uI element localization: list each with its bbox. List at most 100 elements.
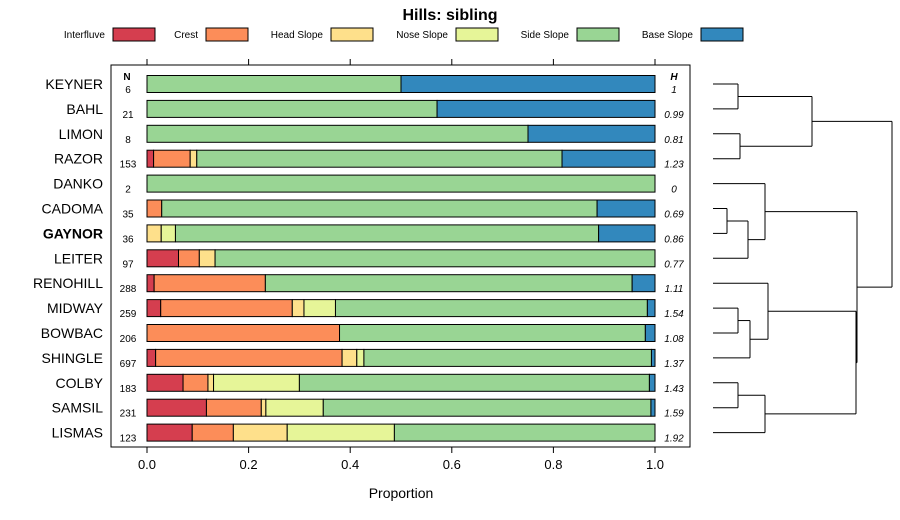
bar-segment	[161, 199, 598, 218]
row-h: 1.59	[664, 409, 684, 420]
row-n: 231	[120, 409, 137, 420]
legend-swatch	[330, 27, 374, 42]
bar-segment	[650, 348, 656, 367]
row-h: 1.37	[664, 359, 684, 370]
bar-segment	[146, 149, 155, 168]
bar-segment	[213, 373, 300, 392]
legend-swatch	[205, 27, 249, 42]
bar-segment	[286, 423, 395, 442]
row-label: KEYNER	[45, 76, 103, 92]
bar-segment	[214, 249, 656, 268]
row-h: 1.11	[665, 284, 684, 295]
bar-segment	[146, 199, 163, 218]
x-tick-label: 0.2	[240, 457, 258, 472]
bar-segment	[561, 149, 656, 168]
bar-segment	[146, 324, 341, 342]
bar-segment	[146, 398, 207, 417]
row-h: 0.69	[664, 210, 684, 221]
bar-segment	[146, 299, 162, 318]
bar-segment	[153, 149, 191, 168]
bar-segment	[631, 274, 656, 293]
row-n: 697	[120, 359, 137, 370]
bar-segment	[160, 224, 176, 243]
row-n: 35	[122, 210, 134, 221]
row-label: GAYNOR	[43, 225, 103, 241]
x-tick-label: 0.8	[544, 457, 562, 472]
bar-segment	[400, 75, 656, 93]
row-label: CADOMA	[42, 201, 104, 217]
bar-segment	[207, 373, 215, 392]
legend-label: Base Slope	[642, 30, 694, 41]
bar-segment	[644, 324, 656, 342]
legend-label: Crest	[174, 30, 198, 41]
row-label: LIMON	[59, 126, 103, 142]
bar-segment	[191, 423, 234, 442]
bar-segment	[146, 274, 155, 293]
bar-segment	[232, 423, 288, 442]
bar-segment	[650, 398, 656, 417]
bar-segment	[146, 373, 184, 392]
row-h: 0.99	[664, 110, 684, 121]
bar-segment	[291, 299, 305, 318]
row-label: SAMSIL	[52, 400, 104, 416]
bar-segment	[596, 199, 656, 218]
dendrogram	[713, 83, 893, 434]
row-n: 153	[120, 160, 137, 171]
row-h: 0.86	[664, 234, 684, 245]
bar-segment	[198, 249, 216, 268]
x-tick-label: 0.4	[341, 457, 359, 472]
row-h: 1.23	[664, 160, 684, 171]
x-axis: 0.0 0.2 0.4 0.6 0.8 1.0	[138, 59, 664, 472]
row-n: 36	[122, 234, 134, 245]
bar-segment	[146, 99, 438, 118]
bar-segment	[146, 75, 402, 93]
bar-segment	[260, 398, 267, 417]
row-label: DANKO	[53, 176, 103, 192]
row-h: 0.77	[664, 259, 684, 270]
row-n: 97	[122, 259, 134, 270]
plot-frame	[110, 64, 691, 448]
row-label: COLBY	[56, 375, 104, 391]
x-axis-label: Proportion	[369, 485, 434, 501]
row-h: 1.92	[664, 434, 684, 445]
bar-segment	[196, 149, 563, 168]
bar-segment	[334, 299, 648, 318]
row-h: 1.08	[664, 334, 684, 345]
row-n: 2	[125, 185, 131, 196]
bar-segment	[646, 299, 656, 318]
bar-segment	[393, 423, 656, 442]
bar-segment	[146, 224, 162, 243]
row-label: SHINGLE	[42, 350, 103, 366]
row-label: LISMAS	[52, 425, 103, 441]
row-label: RENOHILL	[33, 275, 103, 291]
row-n: 206	[120, 334, 137, 345]
bar-segment	[146, 348, 157, 367]
row-n: 183	[120, 384, 137, 395]
bar-segment	[264, 274, 633, 293]
x-tick-label: 1.0	[646, 457, 664, 472]
legend-label: Interfluve	[64, 30, 106, 41]
row-n: 259	[120, 309, 137, 320]
row-h: 1.54	[664, 309, 684, 320]
legend-swatch	[700, 27, 744, 42]
bar-segment	[363, 348, 652, 367]
n-column-header: N	[123, 72, 130, 83]
bar-segment	[146, 174, 656, 193]
row-h: 1	[671, 85, 677, 96]
row-h: 0	[671, 185, 677, 196]
row-n: 21	[122, 110, 134, 121]
bar-segment	[322, 398, 652, 417]
bar-segment	[648, 373, 656, 392]
bar-segment	[303, 299, 336, 318]
row-label: BOWBAC	[41, 325, 103, 341]
plot-rows: KEYNER 6 1 BAHL 21 0.99 LIMON 8 0.81 RAZOR 153 1.23…	[33, 75, 684, 445]
bar-segment	[339, 324, 646, 342]
bar-segment	[189, 149, 198, 168]
bar-segment	[598, 224, 656, 243]
bar-segment	[160, 299, 293, 318]
row-h: 0.81	[664, 135, 683, 146]
x-tick-label: 0.0	[138, 457, 156, 472]
bar-segment	[177, 249, 200, 268]
row-label: MIDWAY	[47, 300, 104, 316]
